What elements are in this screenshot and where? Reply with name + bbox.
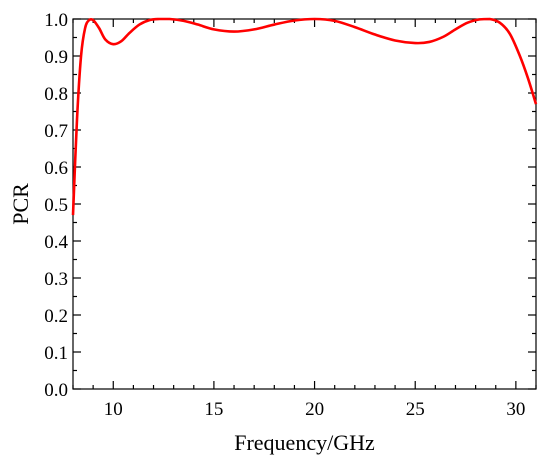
data-series — [71, 17, 538, 216]
y-tick-label: 0.8 — [44, 84, 68, 105]
y-tick-label: 0.2 — [44, 306, 68, 327]
pcr-series-line — [71, 17, 538, 216]
y-tick-label: 0.5 — [44, 195, 68, 216]
axis-ticks — [72, 18, 537, 390]
y-tick-label: 0.4 — [44, 232, 68, 253]
x-tick-label: 25 — [406, 399, 425, 420]
x-axis-title: Frequency/GHz — [234, 430, 375, 455]
x-tick-label: 15 — [204, 399, 223, 420]
x-tick-label: 10 — [104, 399, 123, 420]
y-tick-label: 0.3 — [44, 269, 68, 290]
x-tick-label: 20 — [305, 399, 324, 420]
x-tick-label: 30 — [506, 399, 525, 420]
y-tick-label: 1.0 — [44, 10, 68, 31]
y-tick-label: 0.9 — [44, 47, 68, 68]
y-tick-label: 0.1 — [44, 343, 68, 364]
y-axis-title: PCR — [8, 183, 33, 225]
tick-labels: 10 15 20 25 30 0.0 0.1 0.2 0.3 0.4 0.5 0.6 0.7 0.8 0.9… — [44, 10, 525, 420]
y-tick-label: 0.6 — [44, 158, 68, 179]
y-tick-label: 0.0 — [44, 380, 68, 401]
plot-frame — [72, 18, 537, 390]
y-tick-label: 0.7 — [44, 121, 68, 142]
